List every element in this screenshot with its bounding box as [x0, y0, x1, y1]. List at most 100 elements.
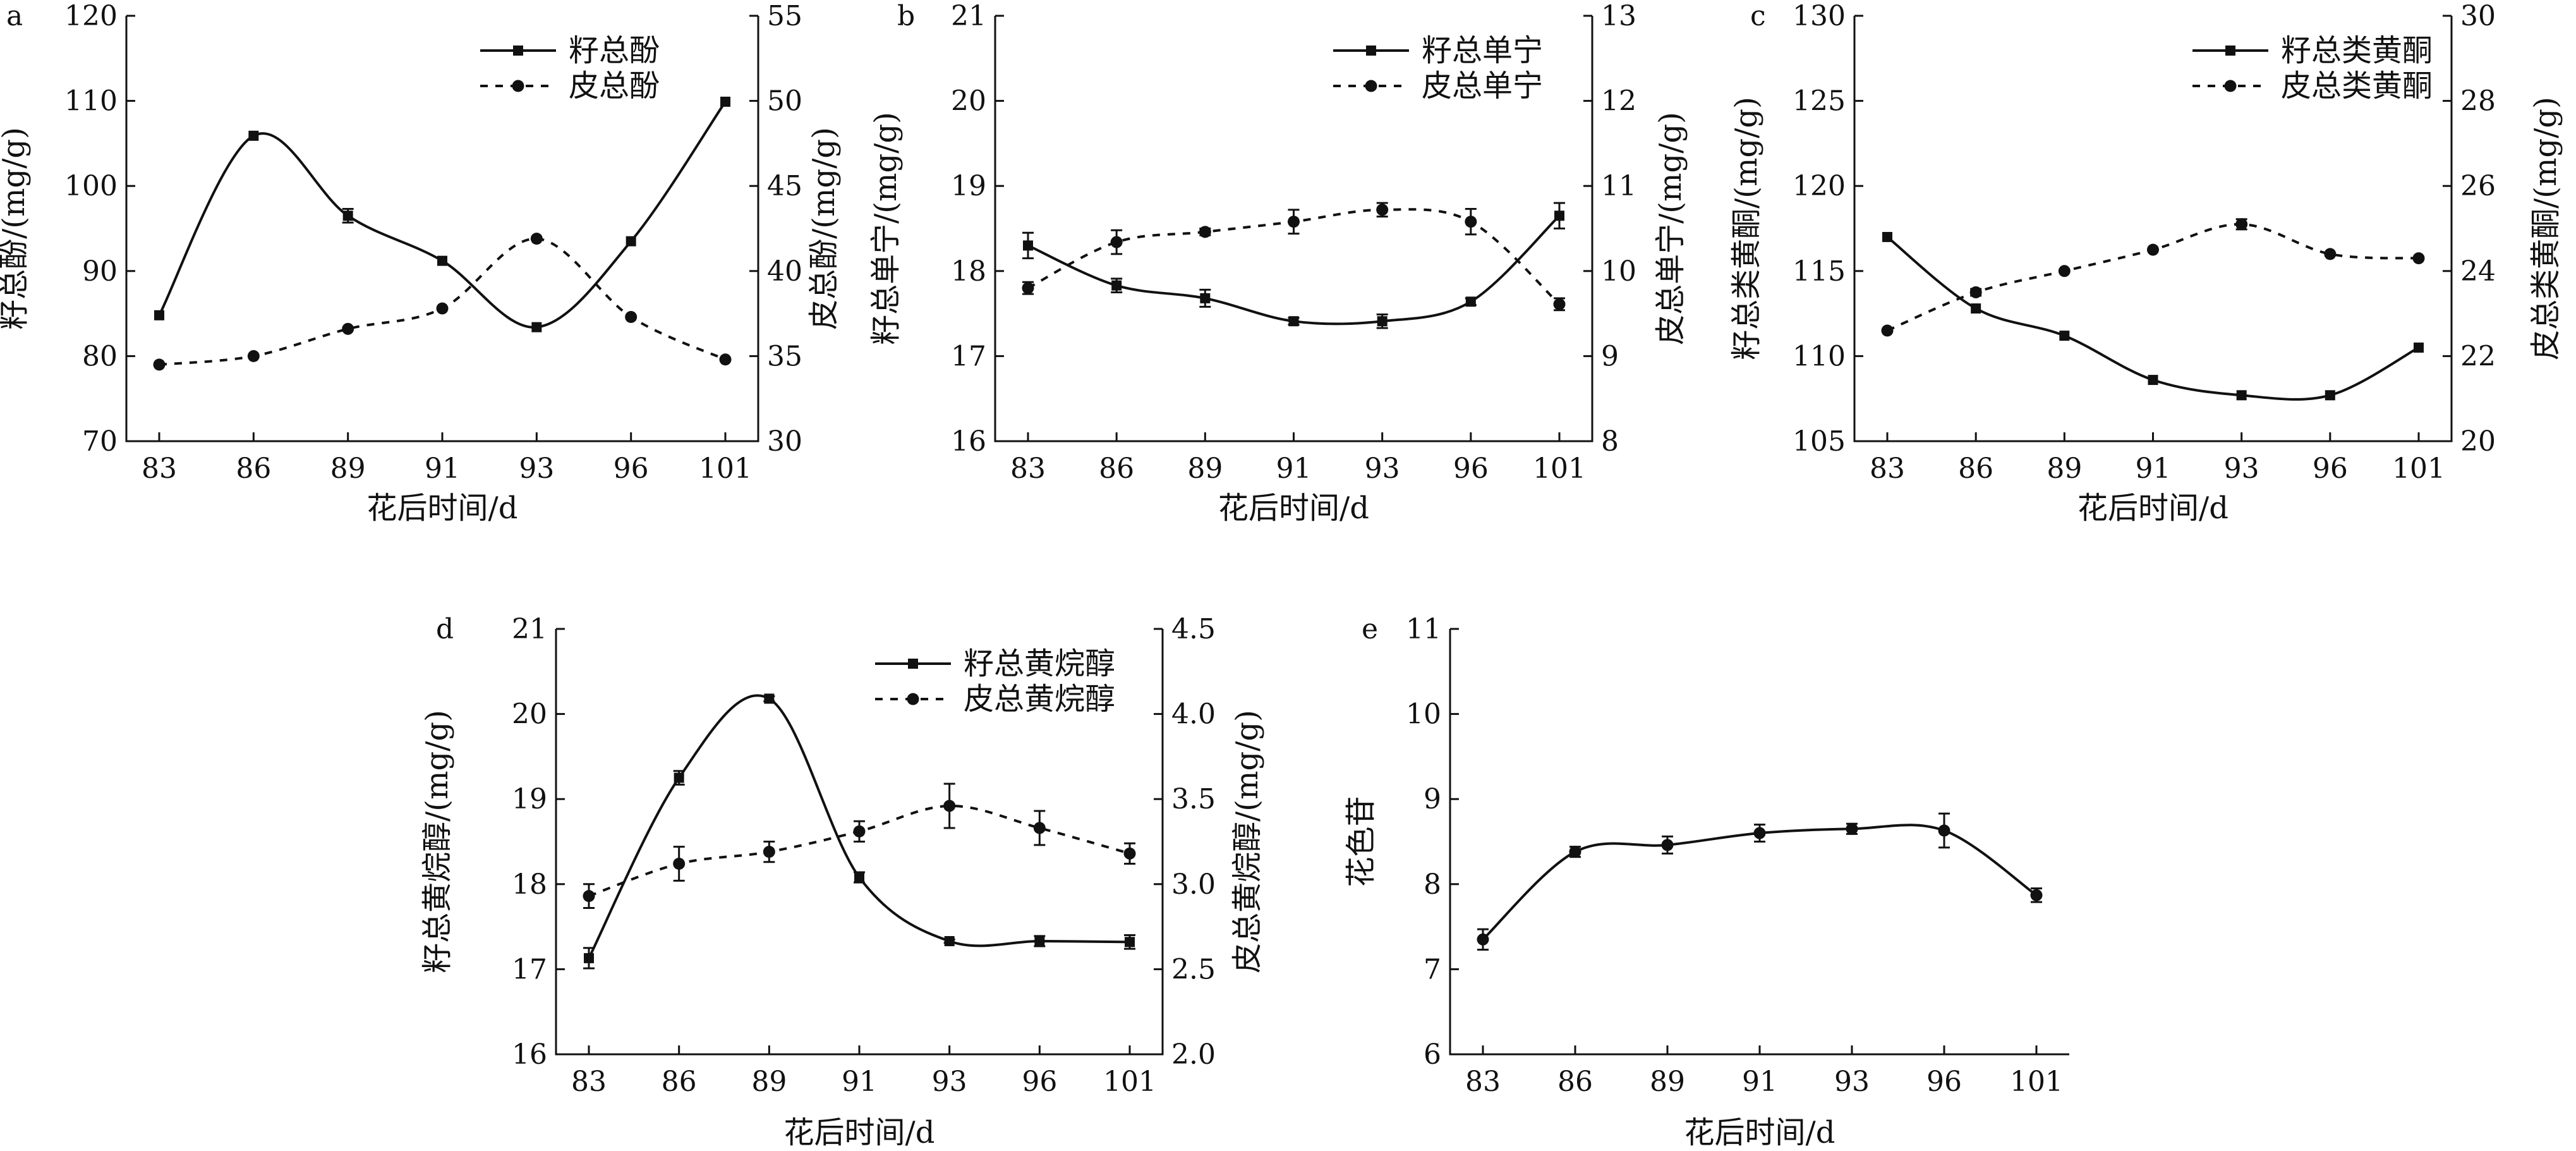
x-axis-label: 花后时间/d [2077, 490, 2228, 526]
panel-label: b [897, 0, 915, 32]
y2-tick-label: 40 [767, 255, 802, 288]
data-point [1553, 298, 1566, 310]
y2-tick-label: 30 [2460, 0, 2496, 32]
data-point [1110, 236, 1123, 248]
y2-tick-label: 22 [2460, 340, 2496, 372]
x-tick-label: 86 [236, 453, 271, 485]
data-point [1554, 210, 1564, 221]
data-point [531, 322, 542, 332]
data-point [2412, 252, 2425, 265]
data-point [1125, 937, 1135, 947]
y-tick-label: 120 [64, 0, 118, 32]
y2-axis-label: 皮总酚/(mg/g) [806, 127, 842, 330]
data-point [1846, 822, 1858, 835]
y2-tick-label: 26 [2460, 170, 2496, 202]
y2-tick-label: 2.0 [1171, 1038, 1216, 1071]
data-point [1938, 824, 1950, 837]
y2-tick-label: 10 [1601, 255, 1636, 288]
y2-axis-label: 皮总黄烷醇/(mg/g) [1230, 710, 1265, 973]
data-point [1377, 316, 1388, 327]
x-tick-label: 93 [1834, 1066, 1870, 1098]
data-point [2058, 265, 2071, 277]
data-point [1200, 293, 1211, 303]
y2-tick-label: 28 [2460, 85, 2496, 118]
x-tick-label: 93 [932, 1066, 967, 1098]
x-tick-label: 96 [1453, 453, 1489, 485]
data-point [625, 310, 638, 323]
x-axis-label: 花后时间/d [367, 490, 518, 526]
legend-marker [512, 80, 524, 92]
y2-tick-label: 8 [1601, 425, 1619, 458]
y-tick-label: 125 [1793, 85, 1846, 118]
series-皮总单宁 [1022, 202, 1566, 312]
legend-marker [907, 693, 919, 705]
series-line [1887, 222, 2419, 332]
y2-tick-label: 11 [1601, 170, 1636, 202]
y2-axis-label: 皮总单宁/(mg/g) [1653, 112, 1688, 345]
y-tick-label: 70 [82, 425, 118, 458]
data-point [854, 872, 864, 883]
x-tick-label: 101 [1103, 1066, 1156, 1098]
x-tick-label: 83 [1870, 453, 1905, 485]
data-point [720, 96, 730, 107]
y-axis-label: 籽总酚/(mg/g) [0, 127, 32, 330]
data-point [944, 935, 955, 946]
data-point [1288, 216, 1300, 228]
legend-marker [908, 659, 918, 669]
data-point [2324, 248, 2337, 260]
data-point [1022, 282, 1034, 295]
panel-label: d [436, 613, 454, 645]
legend-label: 籽总黄烷醇 [964, 646, 1115, 681]
data-point [1569, 846, 1581, 858]
x-tick-label: 101 [2010, 1066, 2063, 1098]
x-tick-label: 93 [1365, 453, 1400, 485]
data-point [853, 825, 866, 837]
y-tick-label: 19 [512, 783, 547, 815]
x-tick-label: 89 [751, 1066, 787, 1098]
x-axis-label: 花后时间/d [1684, 1115, 1835, 1150]
data-point [2236, 390, 2247, 401]
data-point [437, 255, 447, 266]
data-point [2235, 218, 2248, 231]
x-tick-label: 91 [1276, 453, 1312, 485]
x-tick-label: 96 [1022, 1066, 1057, 1098]
data-point [626, 236, 636, 247]
y2-tick-label: 9 [1601, 340, 1619, 372]
y-tick-label: 17 [512, 953, 547, 985]
y-tick-label: 21 [951, 0, 986, 32]
x-tick-label: 96 [2313, 453, 2348, 485]
x-tick-label: 89 [1187, 453, 1223, 485]
data-point [153, 358, 166, 371]
x-tick-label: 89 [1650, 1066, 1685, 1098]
y-tick-label: 20 [512, 698, 547, 731]
data-point [1034, 935, 1045, 946]
y2-tick-label: 24 [2460, 255, 2496, 288]
series-皮总类黄酮 [1881, 218, 2425, 337]
legend-marker [513, 46, 523, 56]
data-point [764, 693, 775, 704]
x-tick-label: 91 [842, 1066, 877, 1098]
data-point [1199, 226, 1211, 238]
data-point [943, 800, 956, 812]
y2-tick-label: 3.0 [1171, 868, 1216, 901]
series-line [158, 100, 727, 329]
legend-label: 皮总类黄酮 [2281, 68, 2433, 104]
y-tick-label: 18 [951, 255, 986, 288]
data-point [584, 953, 594, 963]
y-tick-label: 105 [1793, 425, 1846, 458]
series-籽总单宁 [1022, 202, 1565, 329]
x-tick-label: 91 [2136, 453, 2171, 485]
y2-tick-label: 55 [767, 0, 802, 32]
data-point [1123, 847, 1136, 860]
data-point [1288, 316, 1299, 327]
y2-tick-label: 20 [2460, 425, 2496, 458]
y-tick-label: 21 [512, 613, 547, 645]
panel-label: e [1362, 613, 1378, 645]
series-皮总黄烷醇 [583, 783, 1136, 909]
y2-tick-label: 30 [767, 425, 802, 458]
y-tick-label: 18 [512, 868, 547, 901]
